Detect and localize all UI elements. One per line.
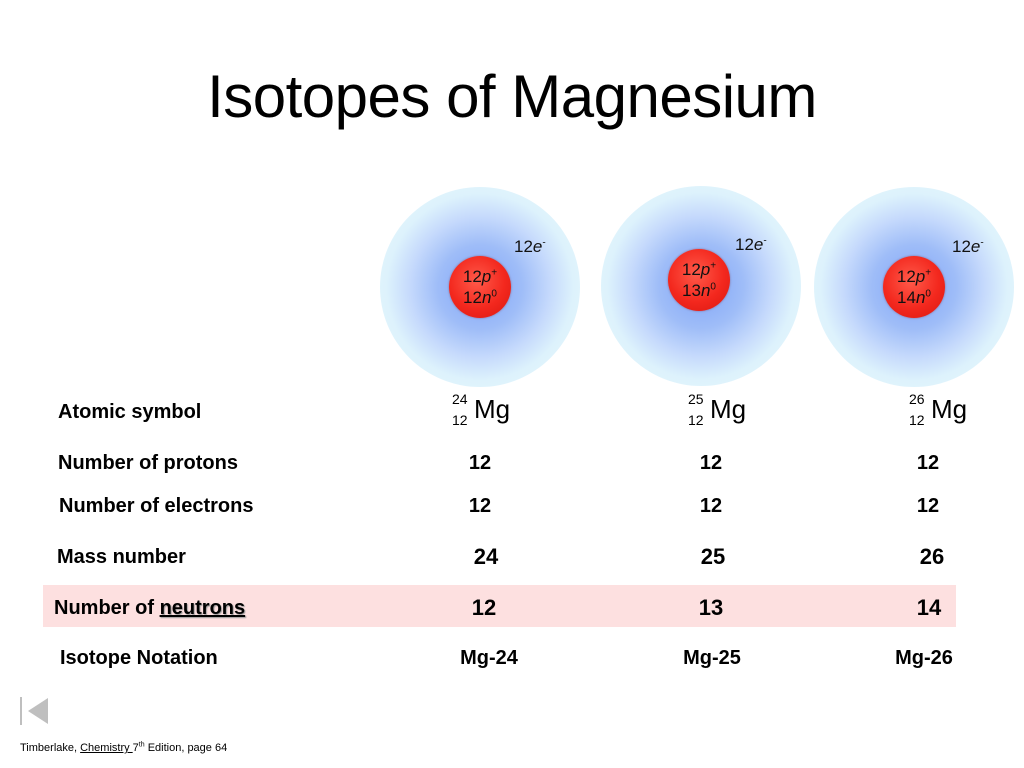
row-label-electrons: Number of electrons xyxy=(59,495,254,517)
atom-diagram-mg24: 12e- 12p+ 12n0 xyxy=(380,187,580,387)
neutrons-value: 12 xyxy=(471,595,497,620)
neutron-count: 13n0 xyxy=(682,281,716,300)
nucleus: 12p+ 12n0 xyxy=(449,256,511,318)
atom-diagram-mg25: 12e- 12p+ 13n0 xyxy=(601,186,801,386)
isotope-notation-value: Mg-25 xyxy=(683,647,741,669)
protons-value: 12 xyxy=(916,452,940,474)
isotope-notation-value: Mg-26 xyxy=(895,647,953,669)
neutrons-value: 14 xyxy=(916,595,942,620)
mass-number-value: 26 xyxy=(919,544,945,569)
proton-count: 12p+ xyxy=(462,267,498,286)
mass-number-value: 25 xyxy=(700,544,726,569)
nucleus: 12p+ 14n0 xyxy=(883,256,945,318)
electron-count: 12e- xyxy=(735,235,767,254)
first-slide-icon[interactable] xyxy=(20,697,50,725)
electrons-value: 12 xyxy=(468,495,492,517)
nucleus: 12p+ 13n0 xyxy=(668,249,730,311)
row-label-protons: Number of protons xyxy=(58,452,238,474)
neutrons-value: 13 xyxy=(698,595,724,620)
electrons-value: 12 xyxy=(699,495,723,517)
electrons-value: 12 xyxy=(916,495,940,517)
neutron-count: 14n0 xyxy=(897,288,931,307)
neutron-count: 12n0 xyxy=(463,288,497,307)
atomic-symbol-mg26: 26 12 Mg xyxy=(909,391,968,428)
footer-citation: Timberlake, Chemistry 7th Edition, page … xyxy=(20,741,228,754)
row-label-isotope-notation: Isotope Notation xyxy=(60,647,218,669)
isotope-notation-value: Mg-24 xyxy=(460,647,518,669)
protons-value: 12 xyxy=(468,452,492,474)
proton-count: 12p+ xyxy=(681,260,717,279)
protons-value: 12 xyxy=(699,452,723,474)
neutrons-row-highlight xyxy=(43,585,956,627)
row-label-neutrons: Number of neutrons xyxy=(54,597,246,619)
mass-number-value: 24 xyxy=(473,544,499,569)
row-label-atomic-symbol: Atomic symbol xyxy=(58,401,202,423)
atomic-symbol-mg24: 24 12 Mg xyxy=(452,391,511,428)
book-title: Chemistry xyxy=(80,742,133,754)
atom-diagram-mg26: 12e- 12p+ 14n0 xyxy=(814,187,1014,387)
neutrons-word: neutrons xyxy=(159,597,246,619)
electron-count: 12e- xyxy=(952,237,984,256)
row-label-mass-number: Mass number xyxy=(57,546,186,568)
atomic-symbol-mg25: 25 12 Mg xyxy=(688,391,747,428)
proton-count: 12p+ xyxy=(896,267,932,286)
page-title: Isotopes of Magnesium xyxy=(207,63,817,130)
electron-count: 12e- xyxy=(514,237,546,256)
